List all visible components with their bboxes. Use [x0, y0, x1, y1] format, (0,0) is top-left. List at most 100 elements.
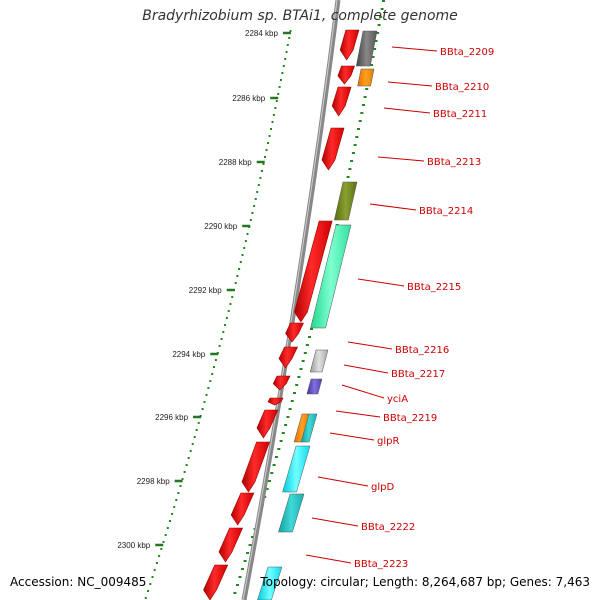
ring-dot	[268, 135, 271, 137]
ring-dot	[290, 400, 294, 402]
leader-line	[383, 107, 431, 114]
gene-box	[278, 493, 305, 533]
ring-dot	[224, 324, 227, 326]
ring-dot	[288, 37, 291, 39]
ring-dot	[214, 359, 217, 361]
ring-dot	[257, 184, 260, 186]
ring-dot	[350, 160, 354, 162]
ring-dot	[195, 429, 198, 431]
tick-label: 2290 kbp	[204, 222, 237, 231]
gene-label: BBta_2219	[383, 413, 437, 424]
ring-dot	[246, 552, 250, 554]
gene-box	[306, 378, 323, 395]
ring-dot	[373, 48, 377, 50]
ring-dot	[286, 44, 289, 46]
gene-box	[282, 445, 311, 493]
ring-dot	[203, 401, 206, 403]
tick-label: 2294 kbp	[172, 350, 205, 359]
leader-line	[329, 432, 375, 441]
leader-line	[341, 384, 385, 399]
ring-dot	[270, 472, 274, 474]
leader-line	[335, 410, 381, 418]
ring-dot	[233, 592, 237, 594]
gene-label: glpD	[371, 482, 394, 493]
ring-dot	[358, 120, 362, 122]
gene-arrow	[241, 441, 270, 493]
ring-dot	[225, 317, 228, 319]
ring-dot	[265, 149, 268, 151]
tick-label: 2292 kbp	[189, 286, 222, 295]
gene-label: glpR	[377, 436, 399, 447]
gene-label: BBta_2223	[354, 559, 408, 570]
gene-arrow	[267, 397, 284, 406]
ring-dot	[236, 275, 239, 277]
ring-dot	[155, 562, 158, 564]
ring-dot	[274, 107, 277, 109]
genome-summary: Topology: circular; Length: 8,264,687 bp…	[260, 575, 590, 589]
tick-label: 2296 kbp	[155, 413, 188, 422]
ring-dot	[175, 499, 178, 501]
ring-dot	[249, 219, 252, 221]
gene-arrow	[339, 29, 360, 61]
leader-line	[347, 341, 393, 350]
ring-dot	[270, 128, 272, 130]
ring-dot	[153, 569, 156, 571]
ring-dot	[284, 424, 288, 426]
gene-label: yciA	[387, 394, 408, 405]
gene-label: BBta_2211	[433, 109, 487, 120]
ring-dot	[220, 338, 223, 340]
ring-dot	[308, 336, 311, 338]
ring-dot	[362, 104, 365, 106]
gene-label: BBta_2213	[427, 157, 481, 168]
ring-dot	[275, 456, 278, 458]
ring-dot	[363, 96, 367, 98]
kbp-ticks: 2284 kbp 2286 kbp 2288 kbp 2290 kbp 2292 kbp…	[117, 29, 291, 550]
ring-dot	[236, 584, 239, 586]
ring-dot	[185, 464, 188, 466]
gene-track	[203, 29, 378, 600]
ring-dot	[256, 191, 259, 193]
ring-dot	[173, 506, 176, 508]
gene-box	[355, 30, 378, 67]
gene-arrow	[337, 65, 355, 85]
ring-dot	[365, 88, 369, 90]
ring-dot	[227, 310, 230, 312]
ring-dot	[262, 163, 265, 165]
gene-arrow	[230, 492, 255, 526]
leader-line	[387, 81, 433, 87]
ring-dot	[234, 282, 237, 284]
tick-label: 2298 kbp	[137, 477, 170, 486]
ring-dot	[238, 576, 242, 578]
ring-dot	[280, 79, 282, 81]
ring-dot	[277, 93, 280, 95]
leader-line	[317, 476, 369, 487]
ring-dot	[376, 32, 380, 34]
page-title: Bradyrhizobium sp. BTAi1, complete genom…	[142, 8, 458, 24]
ring-dot	[282, 65, 285, 67]
gene-label: BBta_2222	[361, 522, 415, 533]
gene-arrow	[294, 220, 333, 323]
gene-arrow	[331, 86, 352, 117]
gene-label: BBta_2216	[395, 345, 449, 356]
gene-box	[334, 181, 358, 221]
ring-dot	[164, 534, 167, 536]
gene-label: BBta_2217	[391, 369, 445, 380]
ring-dot	[181, 478, 184, 480]
ring-dot	[260, 170, 263, 172]
gene-label: BBta_2209	[440, 47, 494, 58]
ring-dot	[189, 450, 192, 452]
ring-dot	[351, 152, 355, 154]
gene-box	[310, 224, 352, 329]
ring-dot	[158, 555, 161, 557]
ring-dot	[360, 112, 364, 114]
ring-dot	[295, 384, 299, 386]
gene-arrow	[321, 127, 345, 171]
ring-dot	[147, 590, 149, 592]
gene-box	[357, 68, 375, 87]
ring-dot	[162, 541, 165, 543]
tick-label: 2284 kbp	[245, 29, 278, 38]
tick-label: 2286 kbp	[232, 94, 265, 103]
ring-dot	[353, 144, 357, 146]
ring-dot	[301, 360, 305, 362]
